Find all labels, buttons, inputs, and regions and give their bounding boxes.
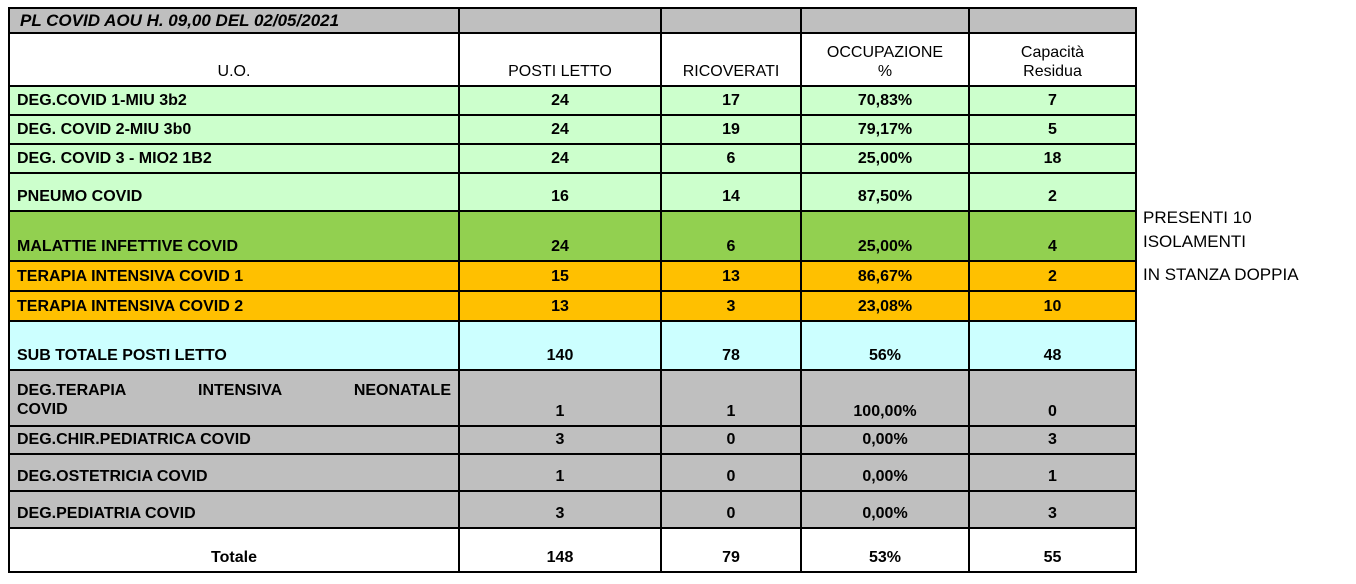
title-row-spacer-cell — [660, 7, 802, 34]
occupazione-cell: 56% — [800, 320, 970, 371]
uo-cell: DEG. COVID 3 - MIO2 1B2 — [8, 143, 460, 174]
posti-letto-cell: 1 — [458, 453, 662, 492]
capacita-residua-cell: 18 — [968, 143, 1137, 174]
posti-letto-cell: 3 — [458, 490, 662, 529]
ricoverati-cell: 14 — [660, 172, 802, 212]
occupazione-cell: 25,00% — [800, 210, 970, 262]
occupazione-cell: 53% — [800, 527, 970, 573]
table-row: DEG.PEDIATRIA COVID 3 0 0,00% 3 — [8, 490, 1137, 529]
table-row: PNEUMO COVID 16 14 87,50% 2 — [8, 172, 1137, 212]
table-row: DEG.TERAPIA INTENSIVA NEONATALE COVID 1 … — [8, 369, 1137, 427]
column-header-ricoverati: RICOVERATI — [660, 32, 802, 87]
isolation-note-line-3: IN STANZA DOPPIA — [1143, 265, 1299, 284]
occupazione-cell: 70,83% — [800, 85, 970, 116]
occupazione-cell: 23,08% — [800, 290, 970, 322]
posti-letto-cell: 1 — [458, 369, 662, 427]
table-row: TERAPIA INTENSIVA COVID 2 13 3 23,08% 10 — [8, 290, 1137, 322]
total-row: Totale 148 79 53% 55 — [8, 527, 1137, 573]
isolation-note: PRESENTI 10 ISOLAMENTI IN STANZA DOPPIA — [1143, 206, 1299, 287]
posti-letto-cell: 3 — [458, 425, 662, 455]
title-row: PL COVID AOU H. 09,00 DEL 02/05/2021 — [8, 7, 1137, 34]
posti-letto-cell: 140 — [458, 320, 662, 371]
title-row-spacer-cell — [968, 7, 1137, 34]
ricoverati-cell: 3 — [660, 290, 802, 322]
table-row: DEG.OSTETRICIA COVID 1 0 0,00% 1 — [8, 453, 1137, 492]
isolation-note-line-1: PRESENTI 10 — [1143, 208, 1252, 227]
occupazione-cell: 86,67% — [800, 260, 970, 292]
report-title: PL COVID AOU H. 09,00 DEL 02/05/2021 — [8, 7, 460, 34]
uo-cell: PNEUMO COVID — [8, 172, 460, 212]
capacita-residua-cell: 1 — [968, 453, 1137, 492]
uo-cell: TERAPIA INTENSIVA COVID 1 — [8, 260, 460, 292]
occupazione-cell: 0,00% — [800, 425, 970, 455]
covid-beds-table: PL COVID AOU H. 09,00 DEL 02/05/2021 U.O… — [8, 7, 1137, 573]
ricoverati-cell: 1 — [660, 369, 802, 427]
uo-cell: DEG.PEDIATRIA COVID — [8, 490, 460, 529]
uo-cell: DEG.COVID 1-MIU 3b2 — [8, 85, 460, 116]
uo-cell: DEG.TERAPIA INTENSIVA NEONATALE COVID — [8, 369, 460, 427]
table-row: MALATTIE INFETTIVE COVID 24 6 25,00% 4 — [8, 210, 1137, 262]
ricoverati-cell: 0 — [660, 425, 802, 455]
posti-letto-cell: 24 — [458, 143, 662, 174]
uo-cell: Totale — [8, 527, 460, 573]
title-row-spacer-cell — [800, 7, 970, 34]
capacita-residua-cell: 2 — [968, 172, 1137, 212]
posti-letto-cell: 148 — [458, 527, 662, 573]
capacita-residua-cell: 10 — [968, 290, 1137, 322]
table-row: DEG.CHIR.PEDIATRICA COVID 3 0 0,00% 3 — [8, 425, 1137, 455]
covid-beds-sheet: PL COVID AOU H. 09,00 DEL 02/05/2021 U.O… — [8, 7, 1137, 573]
table-row: TERAPIA INTENSIVA COVID 1 15 13 86,67% 2 — [8, 260, 1137, 292]
isolation-note-line-2: ISOLAMENTI — [1143, 232, 1246, 251]
column-header-posti-letto: POSTI LETTO — [458, 32, 662, 87]
posti-letto-cell: 24 — [458, 210, 662, 262]
table-row: DEG.COVID 1-MIU 3b2 24 17 70,83% 7 — [8, 85, 1137, 116]
posti-letto-cell: 16 — [458, 172, 662, 212]
uo-cell: MALATTIE INFETTIVE COVID — [8, 210, 460, 262]
title-row-spacer-cell — [458, 7, 662, 34]
ricoverati-cell: 79 — [660, 527, 802, 573]
uo-cell: SUB TOTALE POSTI LETTO — [8, 320, 460, 371]
posti-letto-cell: 15 — [458, 260, 662, 292]
uo-cell: TERAPIA INTENSIVA COVID 2 — [8, 290, 460, 322]
ricoverati-cell: 6 — [660, 143, 802, 174]
occupazione-cell: 87,50% — [800, 172, 970, 212]
occupazione-cell: 79,17% — [800, 114, 970, 145]
capacita-residua-cell: 3 — [968, 490, 1137, 529]
column-header-capacita-residua: Capacità Residua — [968, 32, 1137, 87]
capacita-residua-cell: 7 — [968, 85, 1137, 116]
capacita-residua-cell: 48 — [968, 320, 1137, 371]
capacita-residua-cell: 2 — [968, 260, 1137, 292]
posti-letto-cell: 24 — [458, 114, 662, 145]
capacita-residua-cell: 3 — [968, 425, 1137, 455]
ricoverati-cell: 17 — [660, 85, 802, 116]
uo-cell: DEG. COVID 2-MIU 3b0 — [8, 114, 460, 145]
uo-cell: DEG.OSTETRICIA COVID — [8, 453, 460, 492]
occupazione-cell: 100,00% — [800, 369, 970, 427]
uo-cell: DEG.CHIR.PEDIATRICA COVID — [8, 425, 460, 455]
subtotal-row: SUB TOTALE POSTI LETTO 140 78 56% 48 — [8, 320, 1137, 371]
occupazione-cell: 25,00% — [800, 143, 970, 174]
capacita-residua-cell: 0 — [968, 369, 1137, 427]
posti-letto-cell: 13 — [458, 290, 662, 322]
ricoverati-cell: 78 — [660, 320, 802, 371]
header-row: U.O. POSTI LETTO RICOVERATI OCCUPAZIONE … — [8, 32, 1137, 87]
capacita-residua-cell: 55 — [968, 527, 1137, 573]
ricoverati-cell: 13 — [660, 260, 802, 292]
table-row: DEG. COVID 3 - MIO2 1B2 24 6 25,00% 18 — [8, 143, 1137, 174]
occupazione-cell: 0,00% — [800, 490, 970, 529]
ricoverati-cell: 0 — [660, 490, 802, 529]
column-header-occupazione: OCCUPAZIONE % — [800, 32, 970, 87]
capacita-residua-cell: 4 — [968, 210, 1137, 262]
table-row: DEG. COVID 2-MIU 3b0 24 19 79,17% 5 — [8, 114, 1137, 145]
ricoverati-cell: 0 — [660, 453, 802, 492]
posti-letto-cell: 24 — [458, 85, 662, 116]
ricoverati-cell: 19 — [660, 114, 802, 145]
occupazione-cell: 0,00% — [800, 453, 970, 492]
capacita-residua-cell: 5 — [968, 114, 1137, 145]
column-header-uo: U.O. — [8, 32, 460, 87]
ricoverati-cell: 6 — [660, 210, 802, 262]
